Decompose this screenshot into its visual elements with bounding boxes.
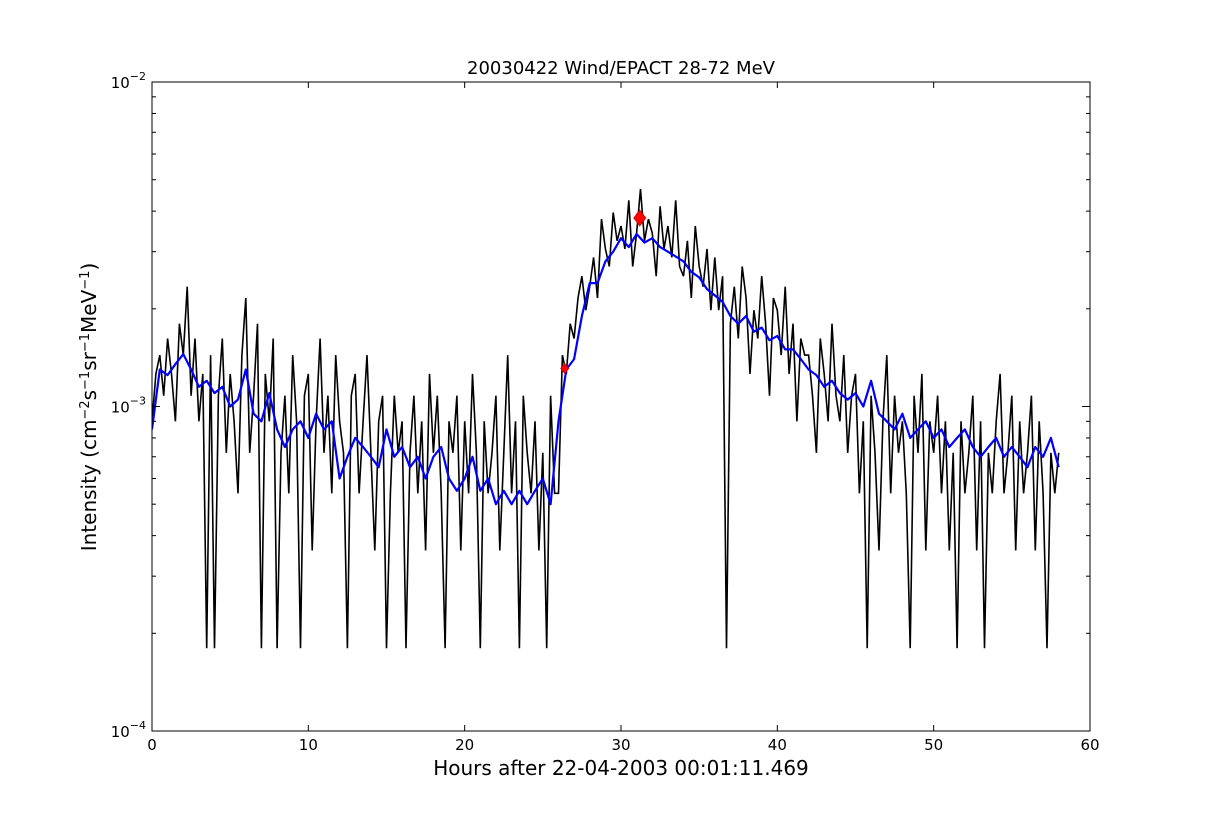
x-tick-label: 10 <box>299 736 318 754</box>
x-tick-label: 0 <box>147 736 157 754</box>
plot-frame <box>151 81 1091 732</box>
chart-title: 20030422 Wind/EPACT 28-72 MeV <box>467 58 776 79</box>
marker-onset <box>560 362 570 375</box>
y-tick-exponent: −2 <box>130 70 146 83</box>
y-tick-exponent: −3 <box>130 395 146 408</box>
y-tick-base: 10 <box>111 399 130 417</box>
x-tick-label: 40 <box>768 736 787 754</box>
y-tick-base: 10 <box>111 74 130 92</box>
y-tick-label: 10−3 <box>111 395 146 417</box>
y-axis-label: Intensity (cm−2s−1sr−1MeV−1) <box>77 263 101 552</box>
series-smoothed-line <box>152 232 1060 506</box>
x-axis-label: Hours after 22-04-2003 00:01:11.469 <box>433 756 809 780</box>
y-tick-base: 10 <box>111 723 130 741</box>
x-tick-label: 30 <box>611 736 630 754</box>
plot-area <box>151 81 1091 732</box>
y-tick-label: 10−4 <box>111 719 146 741</box>
series-raw-line <box>152 188 1060 649</box>
x-tick-label: 20 <box>455 736 474 754</box>
y-tick-exponent: −4 <box>130 719 146 732</box>
x-tick-label: 50 <box>924 736 943 754</box>
marker-peak <box>633 209 647 227</box>
y-tick-label: 10−2 <box>111 70 146 92</box>
x-tick-label: 60 <box>1080 736 1099 754</box>
